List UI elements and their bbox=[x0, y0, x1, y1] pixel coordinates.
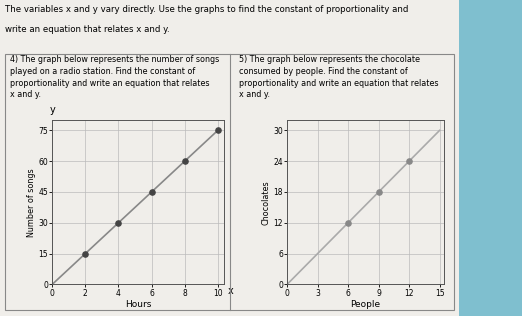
X-axis label: People: People bbox=[350, 300, 381, 309]
Text: 4) The graph below represents the number of songs
played on a radio station. Fin: 4) The graph below represents the number… bbox=[10, 55, 219, 99]
Point bbox=[405, 159, 413, 164]
Text: x: x bbox=[228, 286, 234, 296]
Y-axis label: Chocolates: Chocolates bbox=[262, 180, 270, 225]
Point bbox=[344, 220, 352, 225]
Y-axis label: Number of songs: Number of songs bbox=[27, 168, 35, 237]
X-axis label: Hours: Hours bbox=[125, 300, 151, 309]
Point bbox=[181, 159, 189, 164]
Text: 5) The graph below represents the chocolate
consumed by people. Find the constan: 5) The graph below represents the chocol… bbox=[239, 55, 439, 99]
Point bbox=[81, 251, 89, 256]
Text: write an equation that relates x and y.: write an equation that relates x and y. bbox=[5, 25, 170, 34]
Text: The variables x and y vary directly. Use the graphs to find the constant of prop: The variables x and y vary directly. Use… bbox=[5, 5, 409, 14]
Point bbox=[213, 128, 222, 133]
Text: y: y bbox=[49, 105, 55, 115]
Point bbox=[374, 189, 383, 194]
Point bbox=[114, 220, 123, 225]
Point bbox=[147, 189, 156, 194]
